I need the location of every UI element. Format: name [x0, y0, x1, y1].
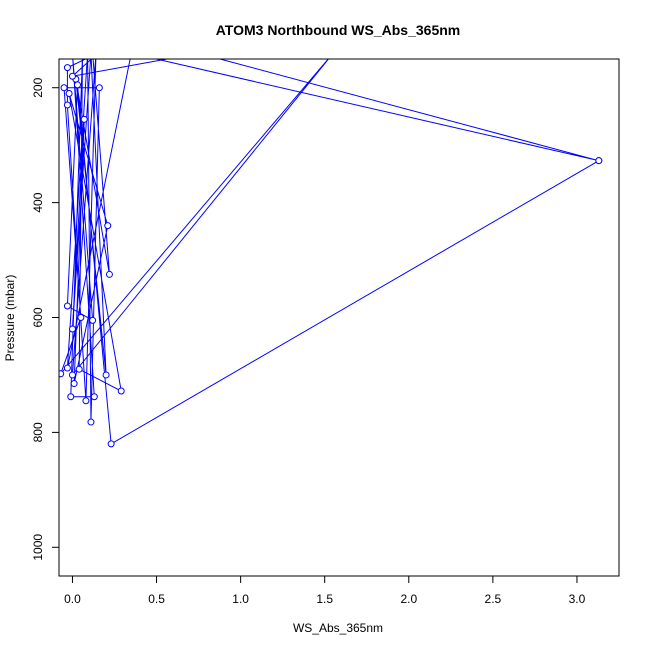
y-axis-label: Pressure (mbar): [3, 275, 17, 362]
data-point: [105, 270, 113, 278]
data-point: [93, 50, 99, 56]
y-tick-label: 200: [31, 77, 45, 97]
data-point: [196, 50, 202, 56]
data-point: [77, 314, 85, 321]
x-tick-label: 2.0: [400, 592, 417, 606]
data-point: [68, 325, 76, 333]
data-point: [63, 364, 71, 372]
data-point: [82, 397, 90, 405]
x-tick-label: 0.0: [64, 592, 81, 606]
data-point: [595, 157, 603, 165]
y-tick-label: 800: [31, 422, 45, 442]
data-point: [63, 302, 71, 310]
y-tick-label: 1000: [31, 534, 45, 561]
y-tick-label: 400: [31, 192, 45, 212]
data-point: [68, 371, 76, 379]
data-point: [63, 64, 71, 72]
y-tick-label: 600: [31, 307, 45, 327]
x-tick-label: 0.5: [148, 592, 165, 606]
data-point: [60, 84, 68, 92]
data-point: [95, 50, 101, 56]
data-point: [104, 222, 112, 230]
x-tick-label: 1.5: [316, 592, 333, 606]
data-point: [65, 89, 73, 97]
x-tick-label: 3.0: [569, 592, 586, 606]
data-point: [107, 440, 115, 448]
data-point: [102, 371, 110, 379]
data-point: [128, 50, 134, 56]
x-tick-label: 1.0: [232, 592, 249, 606]
series-layer: [59, 50, 603, 448]
data-point: [80, 115, 88, 123]
data-point: [117, 387, 125, 395]
data-point: [68, 72, 76, 80]
data-point: [75, 365, 83, 373]
data-point: [88, 50, 94, 56]
plot-area: [59, 50, 603, 448]
x-axis: 0.0 0.5 1.0 1.5 2.0 2.5 3.0: [64, 576, 586, 606]
x-axis-label: WS_Abs_365nm: [293, 621, 383, 635]
data-point: [90, 393, 98, 401]
data-point: [74, 81, 81, 89]
data-point: [95, 84, 103, 92]
data-point: [330, 50, 336, 56]
data-point: [85, 50, 91, 56]
data-point: [90, 50, 96, 56]
data-point: [80, 50, 86, 56]
data-point: [67, 393, 75, 401]
data-point: [87, 418, 95, 426]
data-point: [89, 316, 97, 324]
data-point: [69, 50, 75, 56]
plot-frame: [58, 58, 620, 577]
chart-title: ATOM3 Northbound WS_Abs_365nm: [216, 22, 461, 38]
data-point: [59, 370, 65, 378]
x-tick-label: 2.5: [485, 592, 502, 606]
series-line: [60, 59, 601, 445]
data-point: [63, 101, 71, 109]
data-point: [70, 380, 78, 388]
y-axis: 200 400 600 800 1000: [31, 77, 59, 561]
